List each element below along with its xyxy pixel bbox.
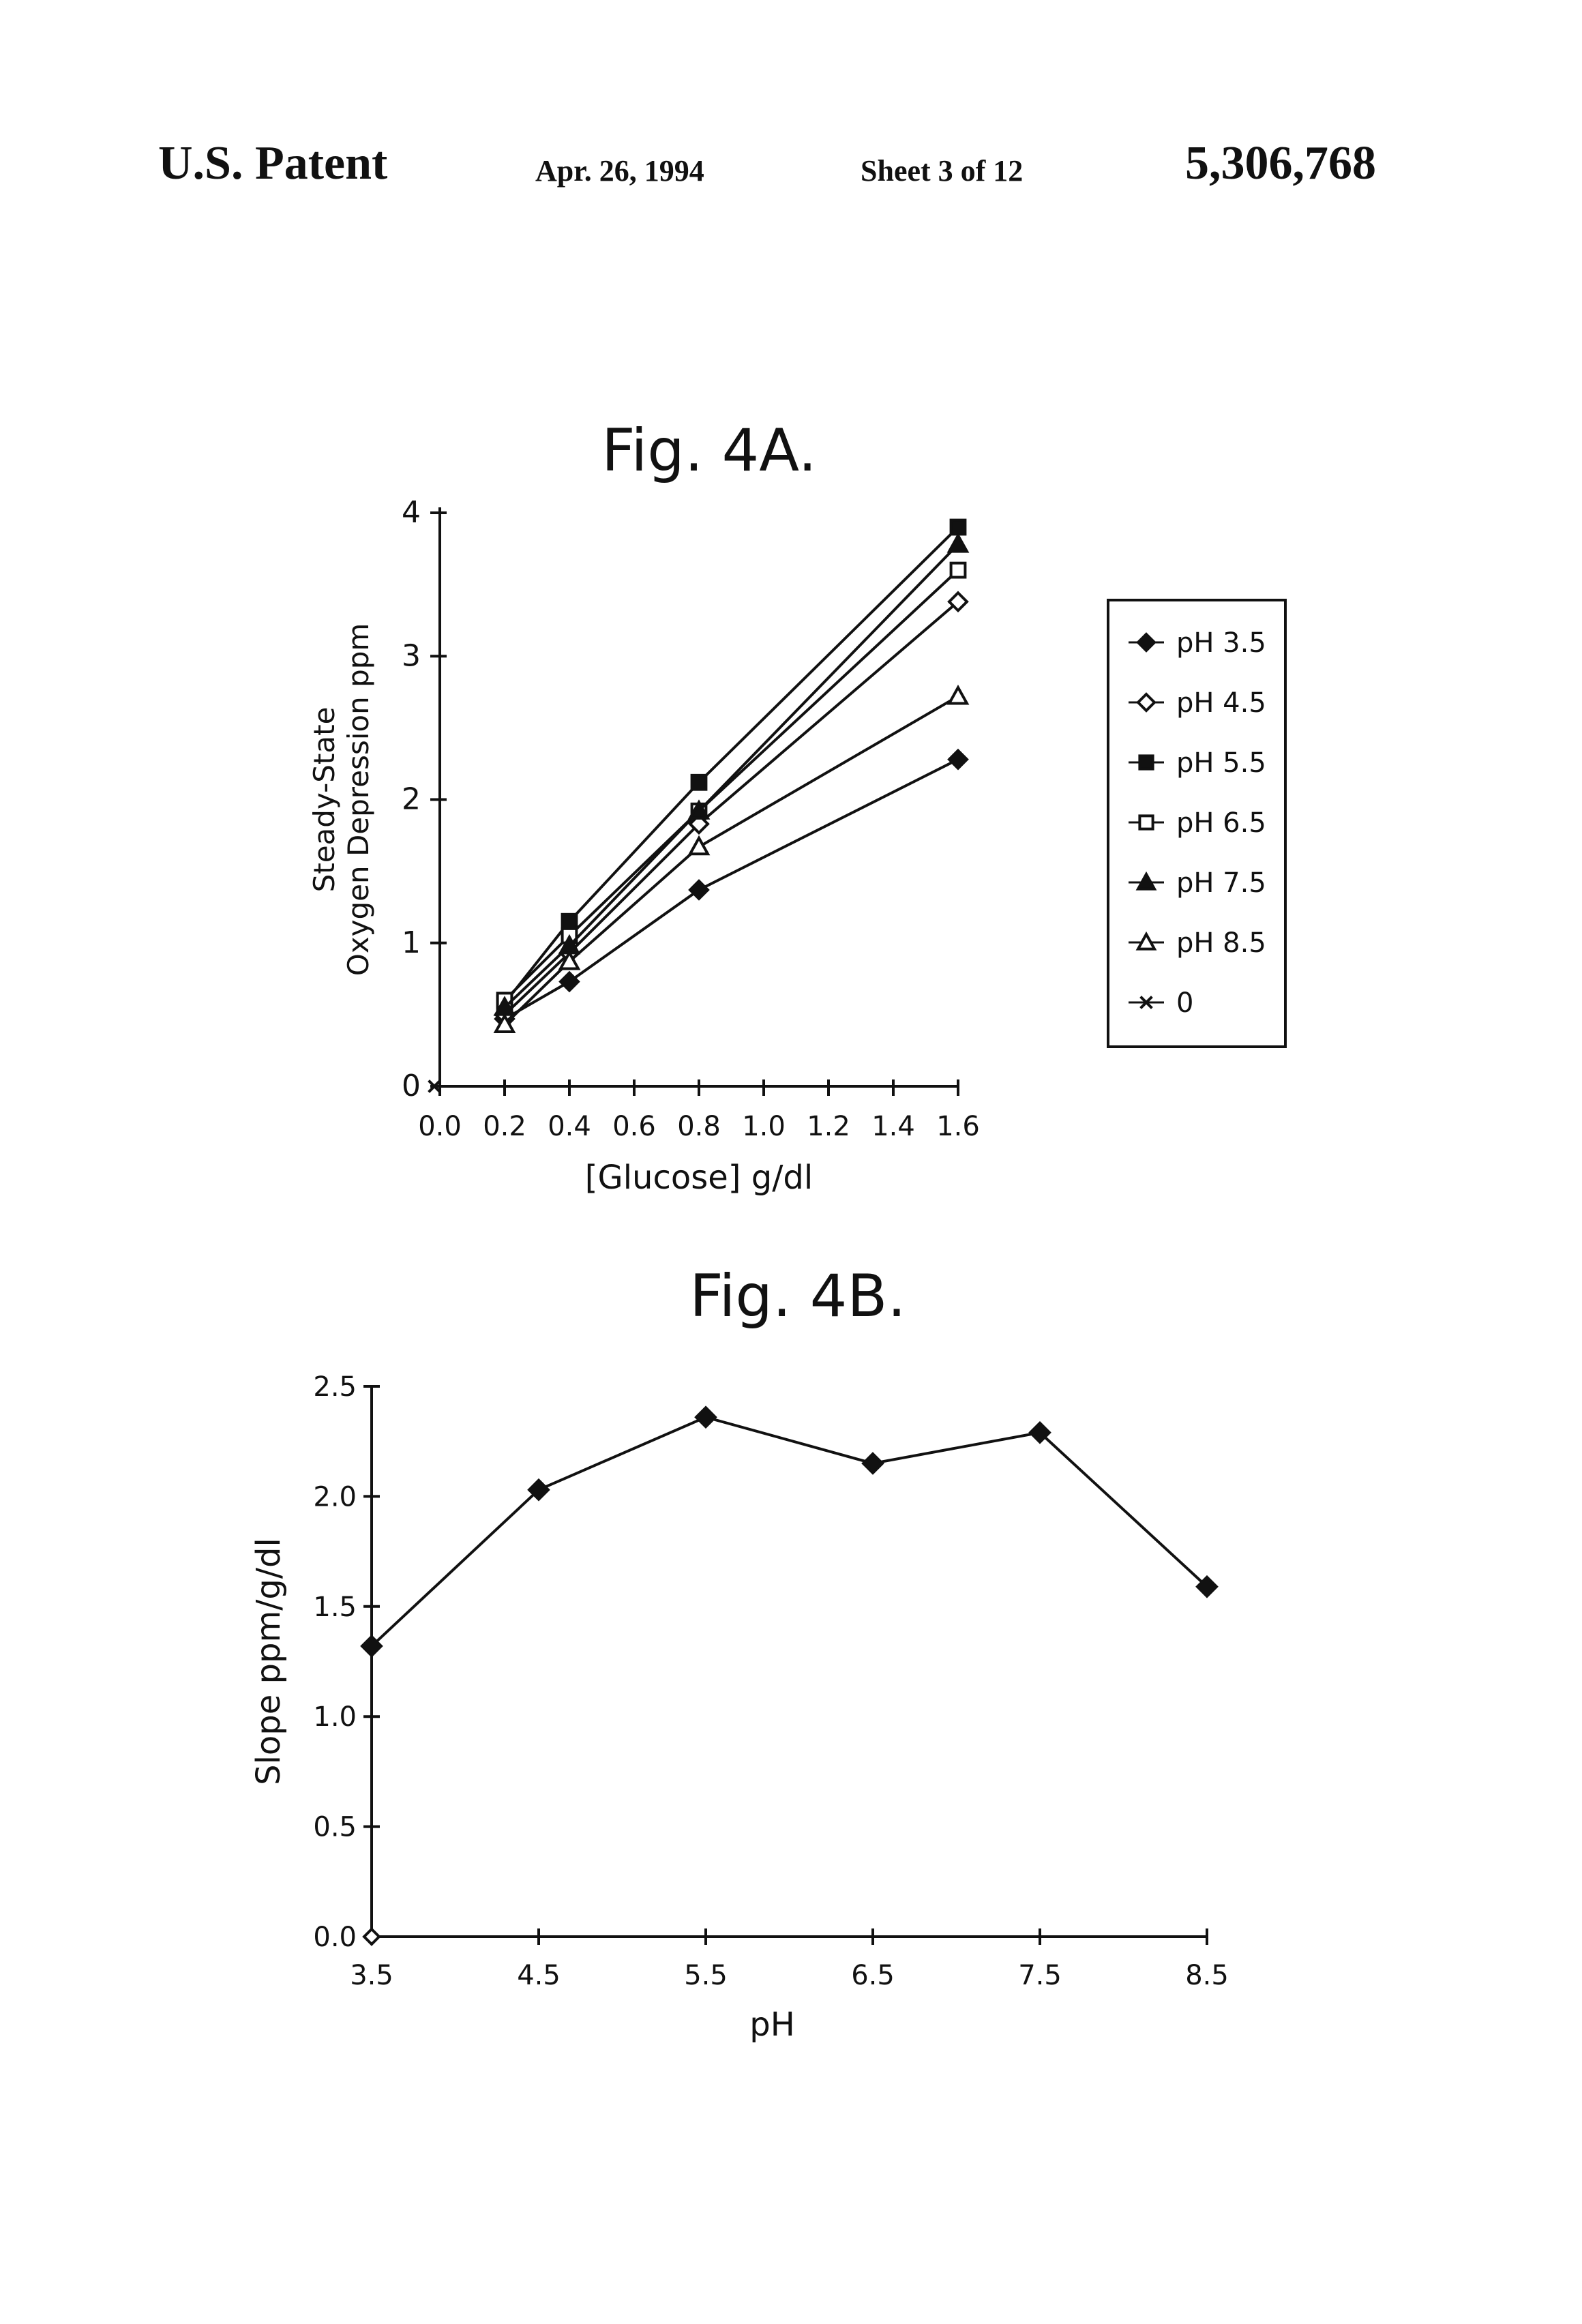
fig4b-origin-marker bbox=[364, 1929, 379, 1944]
fig4b-x-tick-label: 7.5 bbox=[1018, 1960, 1062, 1991]
fig4a-x-tick-label: 0.4 bbox=[548, 1111, 591, 1142]
fig4a-legend-label: pH 3.5 bbox=[1176, 627, 1266, 659]
fig4a-legend-label: pH 5.5 bbox=[1176, 747, 1266, 779]
fig4a-x-tick-label: 1.0 bbox=[742, 1111, 786, 1142]
fig4a-legend-label: pH 7.5 bbox=[1176, 867, 1266, 899]
fig4a-y-tick-label: 1 bbox=[402, 925, 421, 960]
fig4a-x-tick-label: 0.2 bbox=[483, 1111, 526, 1142]
fig4a-legend-label: pH 8.5 bbox=[1176, 927, 1266, 959]
figure-4b-label: Fig. 4B. bbox=[689, 1262, 906, 1330]
fig4b-y-tick-label: 0.0 bbox=[313, 1922, 357, 1953]
fig4a-y-tick-label: 0 bbox=[402, 1069, 421, 1103]
fig4a-legend-label: 0 bbox=[1176, 987, 1193, 1019]
fig4a-x-tick-label: 1.6 bbox=[936, 1111, 980, 1142]
fig4b-x-tick-label: 5.5 bbox=[684, 1960, 728, 1991]
fig4a-y-axis-title-line1: Steady-State bbox=[308, 707, 341, 893]
fig4a-data-point bbox=[563, 914, 577, 929]
fig4a-x-tick-label: 1.2 bbox=[807, 1111, 850, 1142]
fig4a-legend-label: pH 4.5 bbox=[1176, 687, 1266, 719]
fig4b-x-tick-label: 3.5 bbox=[350, 1960, 393, 1991]
fig4b-y-tick-label: 1.5 bbox=[313, 1592, 357, 1623]
fig4b-data-point bbox=[696, 1407, 715, 1427]
fig4a-legend-marker bbox=[1139, 816, 1152, 829]
fig4a-data-point bbox=[561, 973, 578, 991]
fig4b-x-axis-title: pH bbox=[749, 2006, 795, 2044]
fig4a-data-point bbox=[951, 563, 966, 578]
fig4a-x-axis-title: [Glucose] g/dl bbox=[585, 1159, 813, 1197]
fig4a-data-point bbox=[949, 687, 967, 703]
fig4b-y-tick-label: 0.5 bbox=[313, 1812, 357, 1843]
fig4a-y-tick-label: 3 bbox=[402, 638, 421, 673]
fig4a-x-tick-label: 0.0 bbox=[418, 1111, 462, 1142]
fig4a-data-point bbox=[692, 775, 706, 790]
fig4b-series-line bbox=[372, 1417, 1207, 1646]
fig4a-data-point bbox=[690, 881, 708, 899]
fig4a-x-tick-label: 0.8 bbox=[677, 1111, 721, 1142]
fig4a-x-tick-label: 1.4 bbox=[871, 1111, 915, 1142]
fig4a-data-point bbox=[951, 520, 966, 535]
fig4a-x-tick-label: 0.6 bbox=[612, 1111, 656, 1142]
fig4b-y-tick-label: 2.0 bbox=[313, 1481, 357, 1513]
figure-4a-label: Fig. 4A. bbox=[601, 417, 817, 485]
fig4a-y-tick-label: 2 bbox=[402, 782, 421, 817]
fig4b-data-point bbox=[863, 1454, 882, 1473]
fig4a-legend-marker bbox=[1139, 756, 1152, 769]
fig4b-y-tick-label: 2.5 bbox=[313, 1371, 357, 1403]
fig4b-y-tick-label: 1.0 bbox=[313, 1701, 357, 1733]
fig4a-data-point bbox=[949, 535, 967, 551]
fig4b-x-tick-label: 8.5 bbox=[1185, 1960, 1229, 1991]
fig4b-x-tick-label: 6.5 bbox=[851, 1960, 895, 1991]
fig4a-data-point bbox=[690, 838, 708, 854]
fig4a-y-axis-title-line2: Oxygen Depression ppm bbox=[342, 623, 375, 977]
fig4a-data-point bbox=[949, 751, 967, 769]
fig4a-legend-label: pH 6.5 bbox=[1176, 807, 1266, 839]
fig4b-x-tick-label: 4.5 bbox=[517, 1960, 561, 1991]
fig4b-y-axis-title: Slope ppm/g/dl bbox=[250, 1538, 288, 1785]
fig4a-y-tick-label: 4 bbox=[402, 495, 421, 530]
